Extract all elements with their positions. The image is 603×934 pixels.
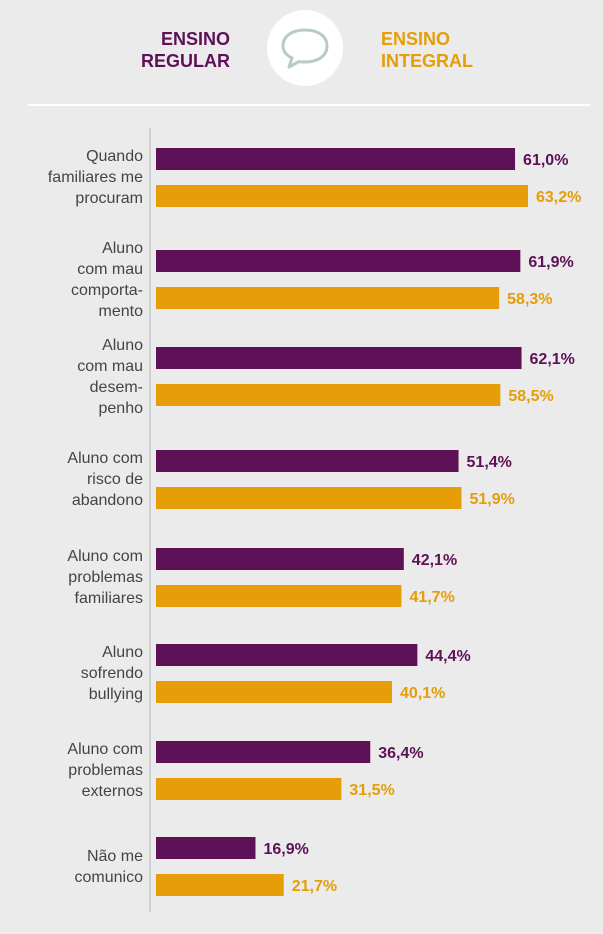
value-label-regular: 42,1% [412,552,457,569]
bar-regular [156,347,522,369]
bar-integral [156,778,341,800]
value-label-integral: 41,7% [409,589,454,606]
value-label-integral: 21,7% [292,878,337,895]
bar-regular [156,644,417,666]
value-label-integral: 31,5% [349,782,394,799]
bar-regular [156,450,459,472]
value-label-regular: 44,4% [425,648,470,665]
value-label-integral: 58,5% [508,388,553,405]
bar-regular [156,548,404,570]
bar-regular [156,250,520,272]
bar-regular [156,148,515,170]
bar-integral [156,185,528,207]
bar-regular [156,741,370,763]
value-label-regular: 16,9% [263,841,308,858]
value-label-integral: 63,2% [536,189,581,206]
value-label-regular: 62,1% [530,351,575,368]
bar-regular [156,837,255,859]
value-label-regular: 61,0% [523,152,568,169]
bar-integral [156,384,500,406]
bar-integral [156,487,461,509]
value-label-regular: 61,9% [528,254,573,271]
value-label-integral: 40,1% [400,685,445,702]
value-label-integral: 51,9% [469,491,514,508]
bar-integral [156,585,401,607]
value-label-regular: 51,4% [467,454,512,471]
bar-integral [156,874,284,896]
bar-integral [156,287,499,309]
bar-integral [156,681,392,703]
value-label-integral: 58,3% [507,291,552,308]
value-label-regular: 36,4% [378,745,423,762]
